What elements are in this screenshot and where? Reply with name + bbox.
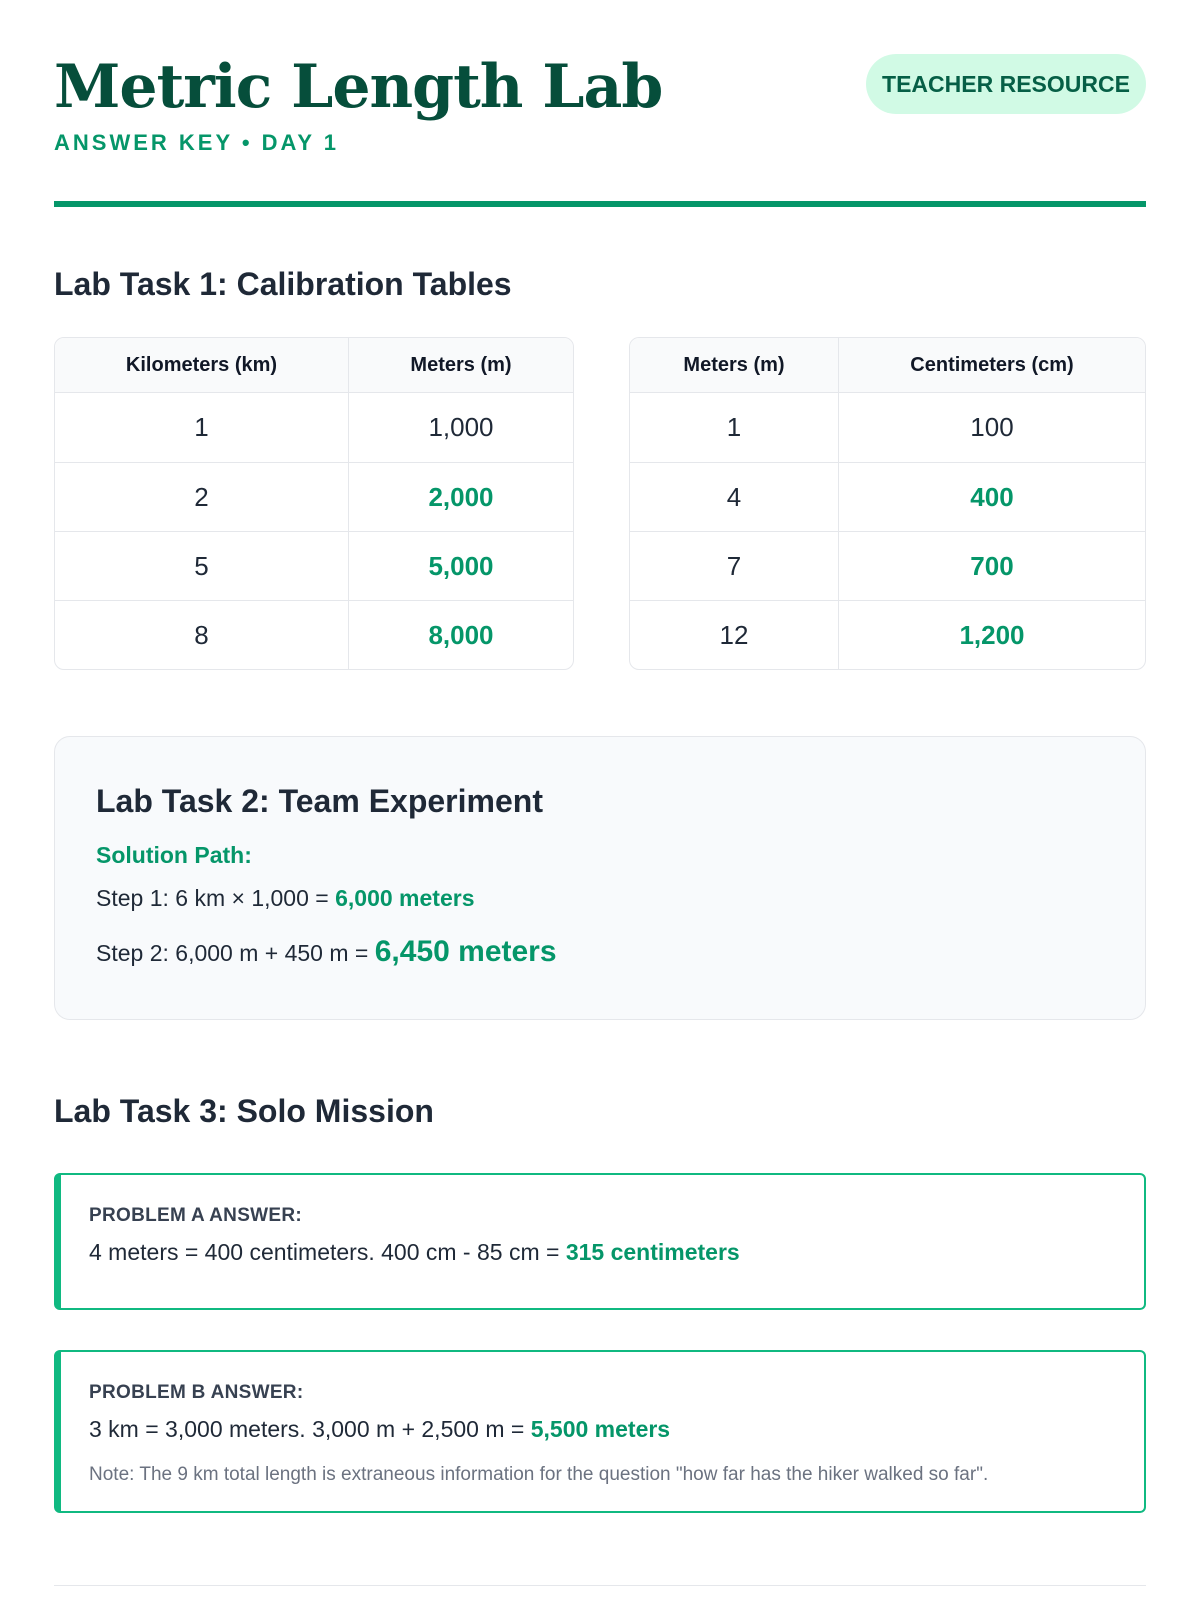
step-result: 6,000 meters — [335, 885, 475, 911]
answer-text: 4 meters = 400 centimeters. 400 cm - 85 … — [89, 1239, 566, 1265]
answer-note: Note: The 9 km total length is extraneou… — [89, 1464, 989, 1485]
table-cell: 5 — [55, 531, 348, 600]
table-cell: 1 — [726, 412, 742, 442]
page-subtitle: ANSWER KEY • DAY 1 — [54, 130, 340, 155]
answer-cell: 8,000 — [348, 600, 573, 669]
step-text: Step 2: 6,000 m + 450 m = — [96, 940, 375, 966]
table-row: 1 100 — [630, 393, 1145, 462]
table-row: 12 1,200 — [630, 600, 1145, 669]
answer-text: 3 km = 3,000 meters. 3,000 m + 2,500 m = — [89, 1416, 531, 1442]
answer-cell: 2,000 — [348, 462, 573, 531]
column-header: Centimeters (cm) — [838, 338, 1145, 393]
answer-cell: 400 — [838, 462, 1145, 531]
table-row: 8 8,000 — [55, 600, 573, 669]
solution-step-1: Step 1: 6 km × 1,000 = 6,000 meters — [96, 885, 475, 912]
teacher-resource-badge: TEACHER RESOURCE — [866, 54, 1146, 114]
column-header: Meters (m) — [630, 338, 838, 393]
table-row: 5 5,000 — [55, 531, 573, 600]
problem-b-answer-card: PROBLEM B ANSWER: 3 km = 3,000 meters. 3… — [54, 1350, 1146, 1513]
table-cell: 2 — [55, 462, 348, 531]
answer-result: 315 centimeters — [565, 1239, 740, 1265]
km-to-m-table: Kilometers (km) Meters (m) 1 1,000 2 2,0… — [54, 337, 574, 670]
table-row: 4 400 — [630, 462, 1145, 531]
answer-cell: 1,200 — [838, 600, 1145, 669]
step-text: Step 1: 6 km × 1,000 = — [96, 885, 336, 911]
task3-heading: Lab Task 3: Solo Mission — [54, 1093, 434, 1129]
page-header: Metric Length Lab ANSWER KEY • DAY 1 TEA… — [54, 0, 1146, 208]
final-answer: 6,450 meters — [374, 935, 557, 968]
column-header: Kilometers (km) — [55, 338, 348, 393]
table-cell: 1,000 — [348, 393, 573, 462]
team-experiment-card: Lab Task 2: Team Experiment Solution Pat… — [54, 736, 1146, 1020]
answer-line: 3 km = 3,000 meters. 3,000 m + 2,500 m =… — [89, 1416, 670, 1443]
table-cell: 4 — [630, 462, 838, 531]
table-cell: 12 — [630, 600, 838, 669]
table-cell: 8 — [55, 600, 348, 669]
answer-cell: 700 — [838, 531, 1145, 600]
solution-path-label: Solution Path: — [96, 842, 252, 868]
problem-label: PROBLEM A ANSWER: — [89, 1205, 303, 1226]
answer-result: 5,500 meters — [530, 1416, 671, 1442]
table-cell: 100 — [838, 393, 1145, 462]
table-row: 7 700 — [630, 531, 1145, 600]
answer-line: 4 meters = 400 centimeters. 400 cm - 85 … — [89, 1239, 740, 1266]
problem-label: PROBLEM B ANSWER: — [89, 1382, 304, 1403]
table-cell: 1 — [194, 412, 209, 442]
column-header: Meters (m) — [348, 338, 573, 393]
task2-heading: Lab Task 2: Team Experiment — [96, 783, 543, 819]
problem-a-answer-card: PROBLEM A ANSWER: 4 meters = 400 centime… — [54, 1173, 1146, 1310]
footer-divider — [54, 1585, 1146, 1586]
table-header-row: Kilometers (km) Meters (m) — [55, 338, 573, 393]
calibration-tables: Kilometers (km) Meters (m) 1 1,000 2 2,0… — [54, 337, 1146, 670]
task1-heading: Lab Task 1: Calibration Tables — [54, 266, 512, 302]
table-row: 2 2,000 — [55, 462, 573, 531]
table-cell: 7 — [630, 531, 838, 600]
m-to-cm-table: Meters (m) Centimeters (cm) 1 100 4 400 … — [629, 337, 1146, 670]
header-divider — [54, 201, 1146, 207]
solution-step-2: Step 2: 6,000 m + 450 m = 6,450 meters — [96, 935, 557, 969]
answer-cell: 5,000 — [348, 531, 573, 600]
table-header-row: Meters (m) Centimeters (cm) — [630, 338, 1145, 393]
table-row: 1 1,000 — [55, 393, 573, 462]
page-title: Metric Length Lab — [54, 52, 663, 122]
